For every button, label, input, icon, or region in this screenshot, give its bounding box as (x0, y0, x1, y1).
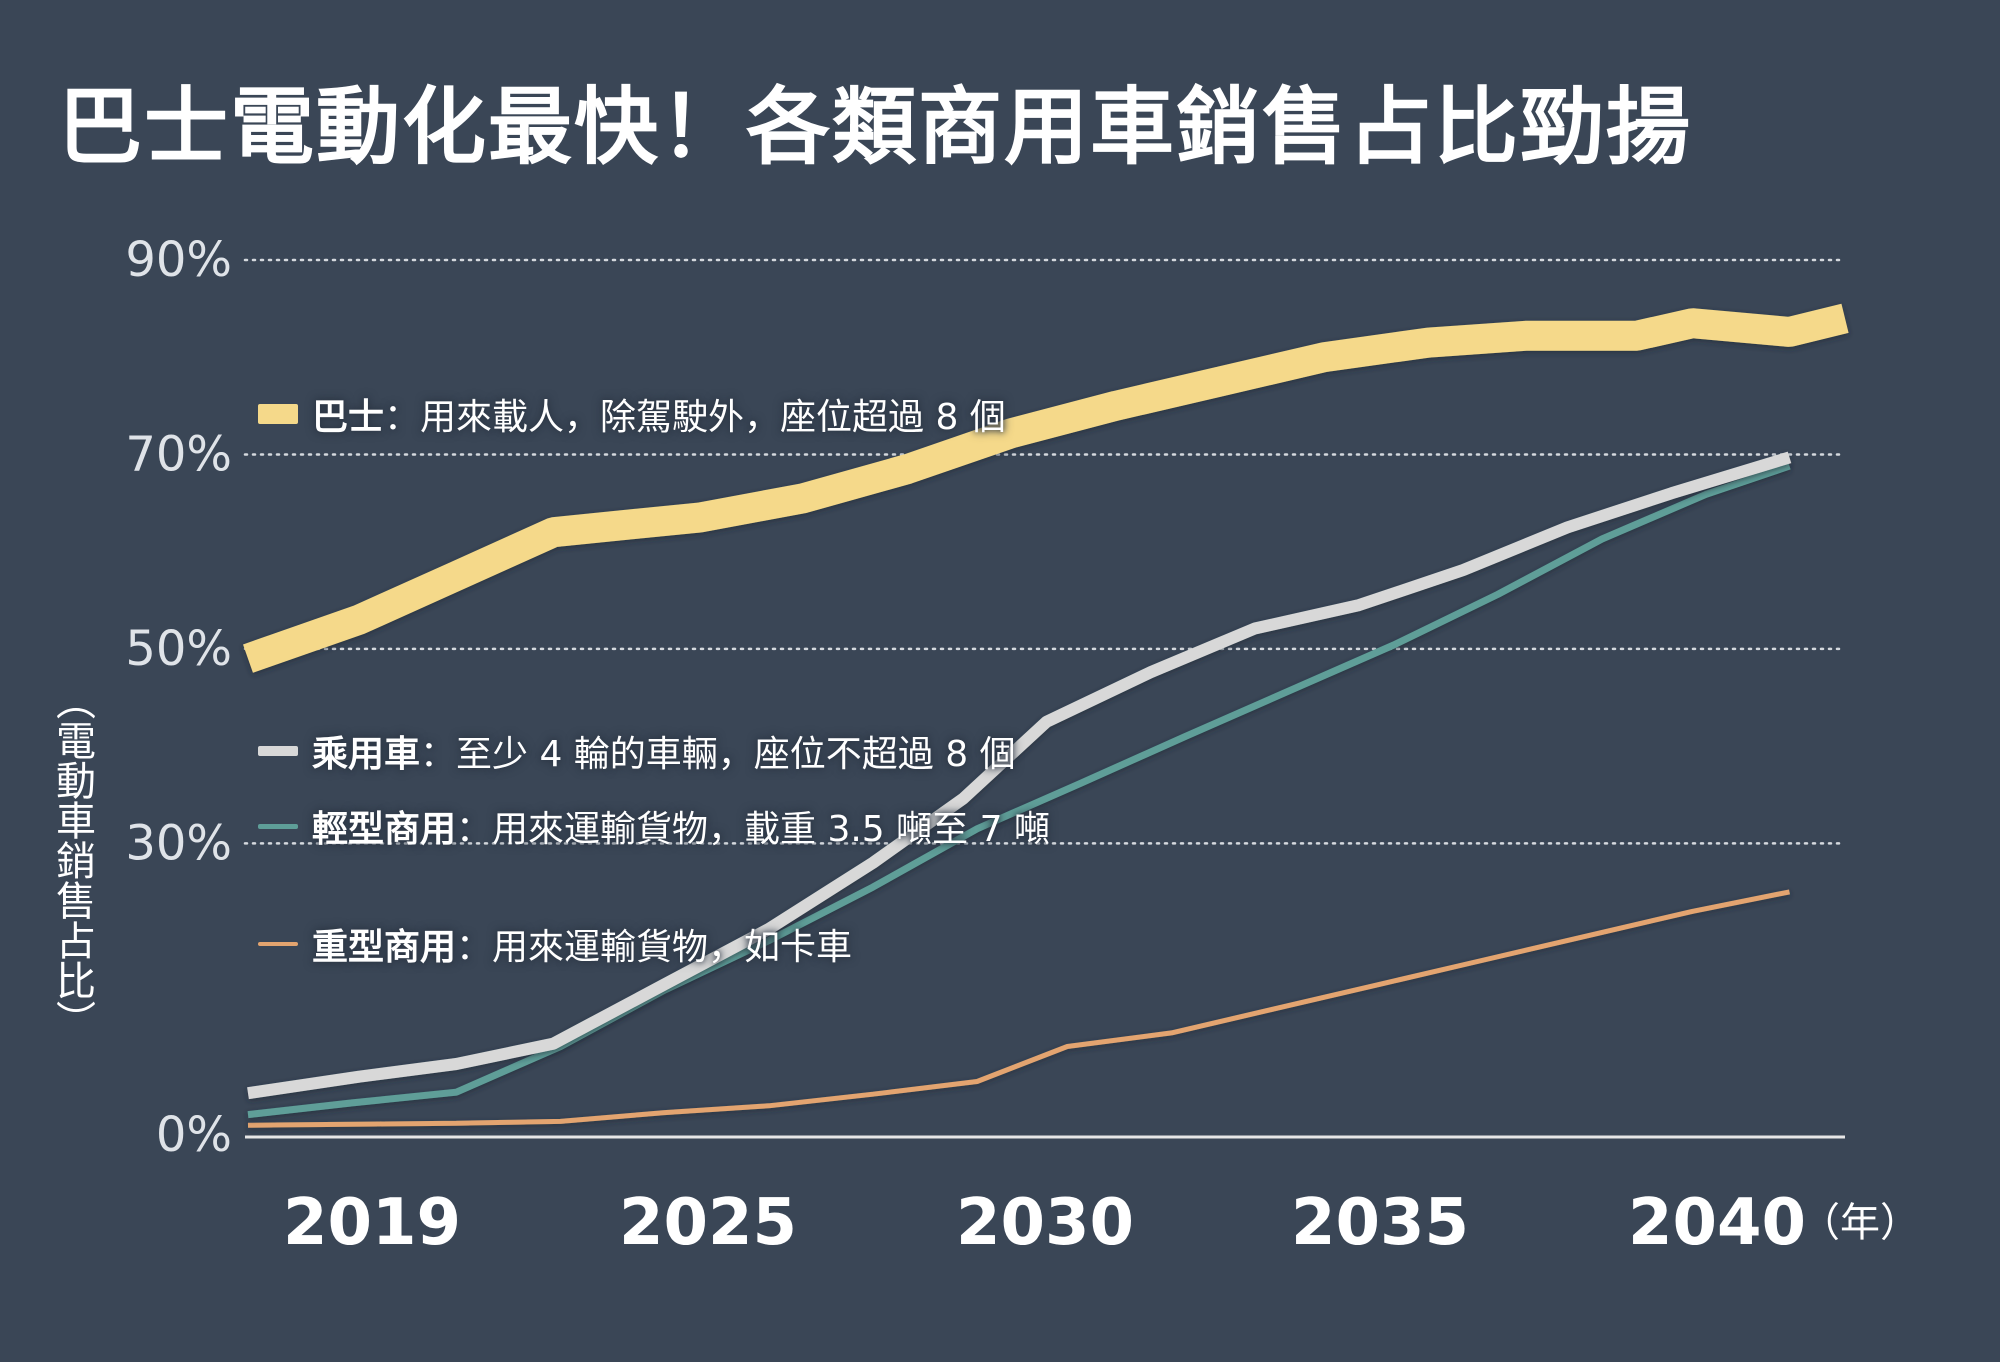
x-tick-label: 2019 (283, 1186, 461, 1260)
x-tick-label: 2035 (1291, 1186, 1469, 1260)
y-axis: 90% 70% 50% 30% 0% (125, 232, 232, 1163)
x-axis: 2019 2025 2030 2035 2040（年） (283, 1186, 1920, 1260)
x-axis-unit: （年） (1800, 1200, 1920, 1246)
y-tick-label: 30% (125, 815, 232, 871)
series-line-bus (243, 303, 1849, 673)
legend-swatch-passenger-car (258, 746, 298, 756)
series-line-passenger-car (247, 451, 1792, 1100)
y-tick-label: 50% (125, 621, 232, 677)
y-tick-label: 0% (156, 1107, 232, 1163)
legend-desc-bus: ：用來載人，除駕駛外，座位超過 8 個 (384, 397, 1006, 438)
legend-item-light-commercial: 輕型商用 ：用來運輸貨物，載重 3.5 噸至 7 噸 (258, 800, 1050, 852)
legend-item-passenger-car: 乘用車 ：至少 4 輪的車輛，座位不超過 8 個 (258, 725, 1016, 777)
legend-item-heavy-commercial: 重型商用 ：用來運輸貨物，如卡車 (258, 918, 852, 970)
legend-swatch-light-commercial (258, 823, 298, 829)
series-line-light-commercial (247, 462, 1791, 1119)
legend-name-bus: 巴士 (312, 397, 385, 438)
x-tick-label: 2025 (619, 1186, 797, 1260)
series-line-heavy-commercial (247, 889, 1790, 1128)
legend-name-heavy-commercial: 重型商用 (312, 927, 457, 968)
legend-name-passenger-car: 乘用車 (312, 734, 421, 775)
legend-desc-heavy-commercial: ：用來運輸貨物，如卡車 (456, 927, 853, 968)
gridlines (243, 258, 1847, 1139)
legend-desc-light-commercial: ：用來運輸貨物，載重 3.5 噸至 7 噸 (456, 809, 1050, 850)
y-tick-label: 90% (125, 232, 232, 288)
legend-desc-passenger-car: ：至少 4 輪的車輛，座位不超過 8 個 (420, 734, 1016, 775)
x-tick-label: 2040 (1628, 1186, 1806, 1260)
y-tick-label: 70% (125, 426, 232, 482)
x-tick-label: 2030 (956, 1186, 1134, 1260)
y-axis-label: （電動車銷售占比） (49, 680, 95, 1040)
chart-title: 巴士電動化最快！各類商用車銷售占比勁揚 (58, 78, 1693, 176)
legend-swatch-bus (258, 404, 298, 424)
legend-swatch-heavy-commercial (258, 942, 298, 946)
legend-name-light-commercial: 輕型商用 (312, 809, 457, 850)
legend-item-bus: 巴士 ：用來載人，除駕駛外，座位超過 8 個 (258, 388, 1006, 440)
